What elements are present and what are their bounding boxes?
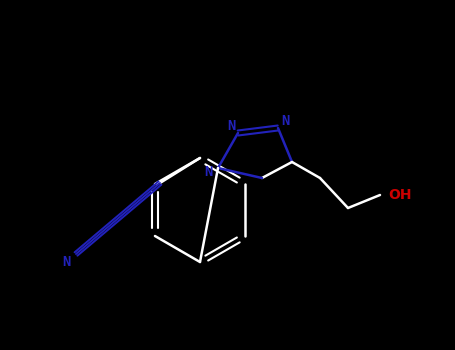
Text: N: N	[62, 255, 70, 269]
Text: N: N	[281, 114, 289, 128]
Text: OH: OH	[388, 188, 411, 202]
Text: N: N	[204, 165, 212, 179]
Text: N: N	[227, 119, 235, 133]
